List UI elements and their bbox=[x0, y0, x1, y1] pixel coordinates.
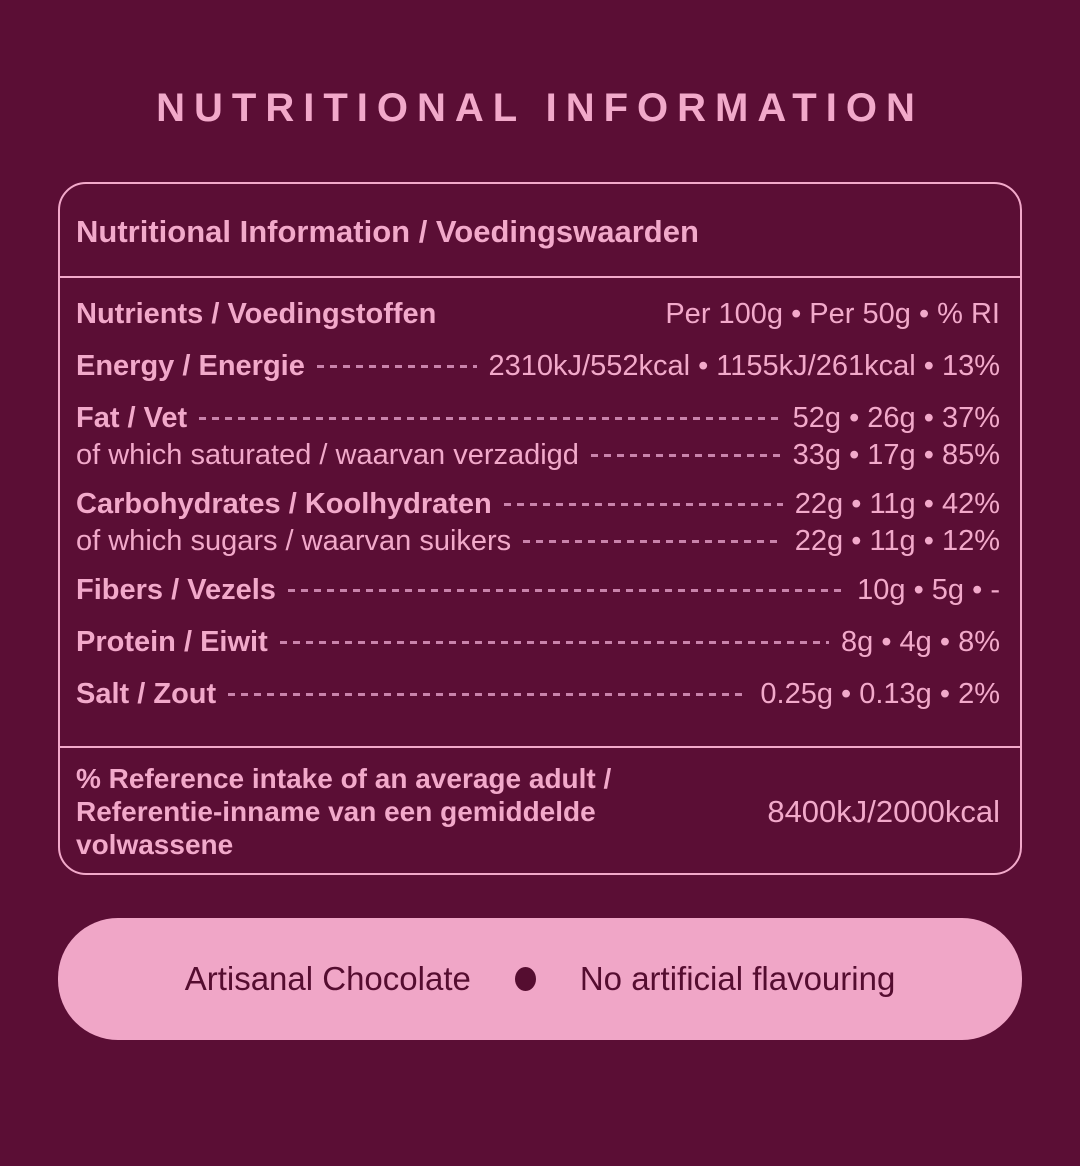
table-row-saturated-fat: of which saturated / waarvan verzadigd 3… bbox=[76, 438, 1000, 472]
table-row-energy: Energy / Energie 2310kJ/552kcal • 1155kJ… bbox=[76, 346, 1000, 386]
dotted-leader bbox=[199, 416, 781, 420]
claim-artisanal: Artisanal Chocolate bbox=[184, 960, 471, 997]
table-row-sugars: of which sugars / waarvan suikers 22g • … bbox=[76, 524, 1000, 558]
dotted-leader bbox=[316, 364, 477, 368]
row-value: 0.25g • 0.13g • 2% bbox=[760, 678, 1000, 710]
table-row-fat: Fat / Vet 52g • 26g • 37% bbox=[76, 398, 1000, 438]
row-value: 2310kJ/552kcal • 1155kJ/261kcal • 13% bbox=[488, 350, 1000, 382]
row-value: 22g • 11g • 42% bbox=[794, 488, 1000, 520]
dotted-leader bbox=[287, 588, 846, 592]
dotted-leader bbox=[590, 453, 781, 457]
row-label: Salt / Zout bbox=[76, 678, 217, 710]
nutrition-rows: Nutrients / Voedingstoffen Per 100g • Pe… bbox=[60, 294, 1020, 714]
dotted-leader bbox=[503, 502, 783, 506]
dotted-leader bbox=[228, 692, 749, 696]
row-value: 8g • 4g • 8% bbox=[841, 626, 1000, 658]
page-title: NUTRITIONAL INFORMATION bbox=[156, 86, 924, 130]
row-label: of which saturated / waarvan verzadigd bbox=[76, 439, 579, 471]
product-claims-badge: Artisanal Chocolate No artificial flavou… bbox=[58, 918, 1022, 1040]
table-row-fibers: Fibers / Vezels 10g • 5g • - bbox=[76, 570, 1000, 610]
row-value: 33g • 17g • 85% bbox=[792, 439, 1000, 471]
row-value: 10g • 5g • - bbox=[857, 574, 1000, 606]
bullet-separator-icon bbox=[514, 967, 536, 991]
row-label: Carbohydrates / Koolhydraten bbox=[76, 488, 492, 520]
row-value: 22g • 11g • 12% bbox=[794, 525, 1000, 557]
claim-no-artificial: No artificial flavouring bbox=[579, 960, 896, 997]
row-label: Fibers / Vezels bbox=[76, 574, 276, 606]
row-value: 52g • 26g • 37% bbox=[792, 402, 1000, 434]
dotted-leader bbox=[279, 640, 830, 644]
table-row-protein: Protein / Eiwit 8g • 4g • 8% bbox=[76, 622, 1000, 662]
panel-footer: % Reference intake of an average adult /… bbox=[60, 748, 1020, 873]
divider-bottom bbox=[60, 746, 1020, 748]
reference-intake-note: % Reference intake of an average adult /… bbox=[76, 763, 612, 860]
table-row-carbohydrates: Carbohydrates / Koolhydraten 22g • 11g •… bbox=[76, 484, 1000, 524]
reference-intake-value: 8400kJ/2000kcal bbox=[767, 793, 1000, 829]
columns-header-units: Per 100g • Per 50g • % RI bbox=[665, 298, 1000, 330]
row-label: Energy / Energie bbox=[76, 350, 305, 382]
nutrition-panel: Nutritional Information / Voedingswaarde… bbox=[58, 182, 1022, 875]
columns-header-row: Nutrients / Voedingstoffen Per 100g • Pe… bbox=[76, 294, 1000, 334]
row-label: of which sugars / waarvan suikers bbox=[76, 525, 512, 557]
panel-header: Nutritional Information / Voedingswaarde… bbox=[76, 214, 699, 249]
divider-top bbox=[60, 276, 1020, 278]
row-label: Protein / Eiwit bbox=[76, 626, 268, 658]
columns-header-label: Nutrients / Voedingstoffen bbox=[76, 298, 437, 330]
dotted-leader bbox=[523, 539, 783, 543]
table-row-salt: Salt / Zout 0.25g • 0.13g • 2% bbox=[76, 674, 1000, 714]
row-label: Fat / Vet bbox=[76, 402, 188, 434]
